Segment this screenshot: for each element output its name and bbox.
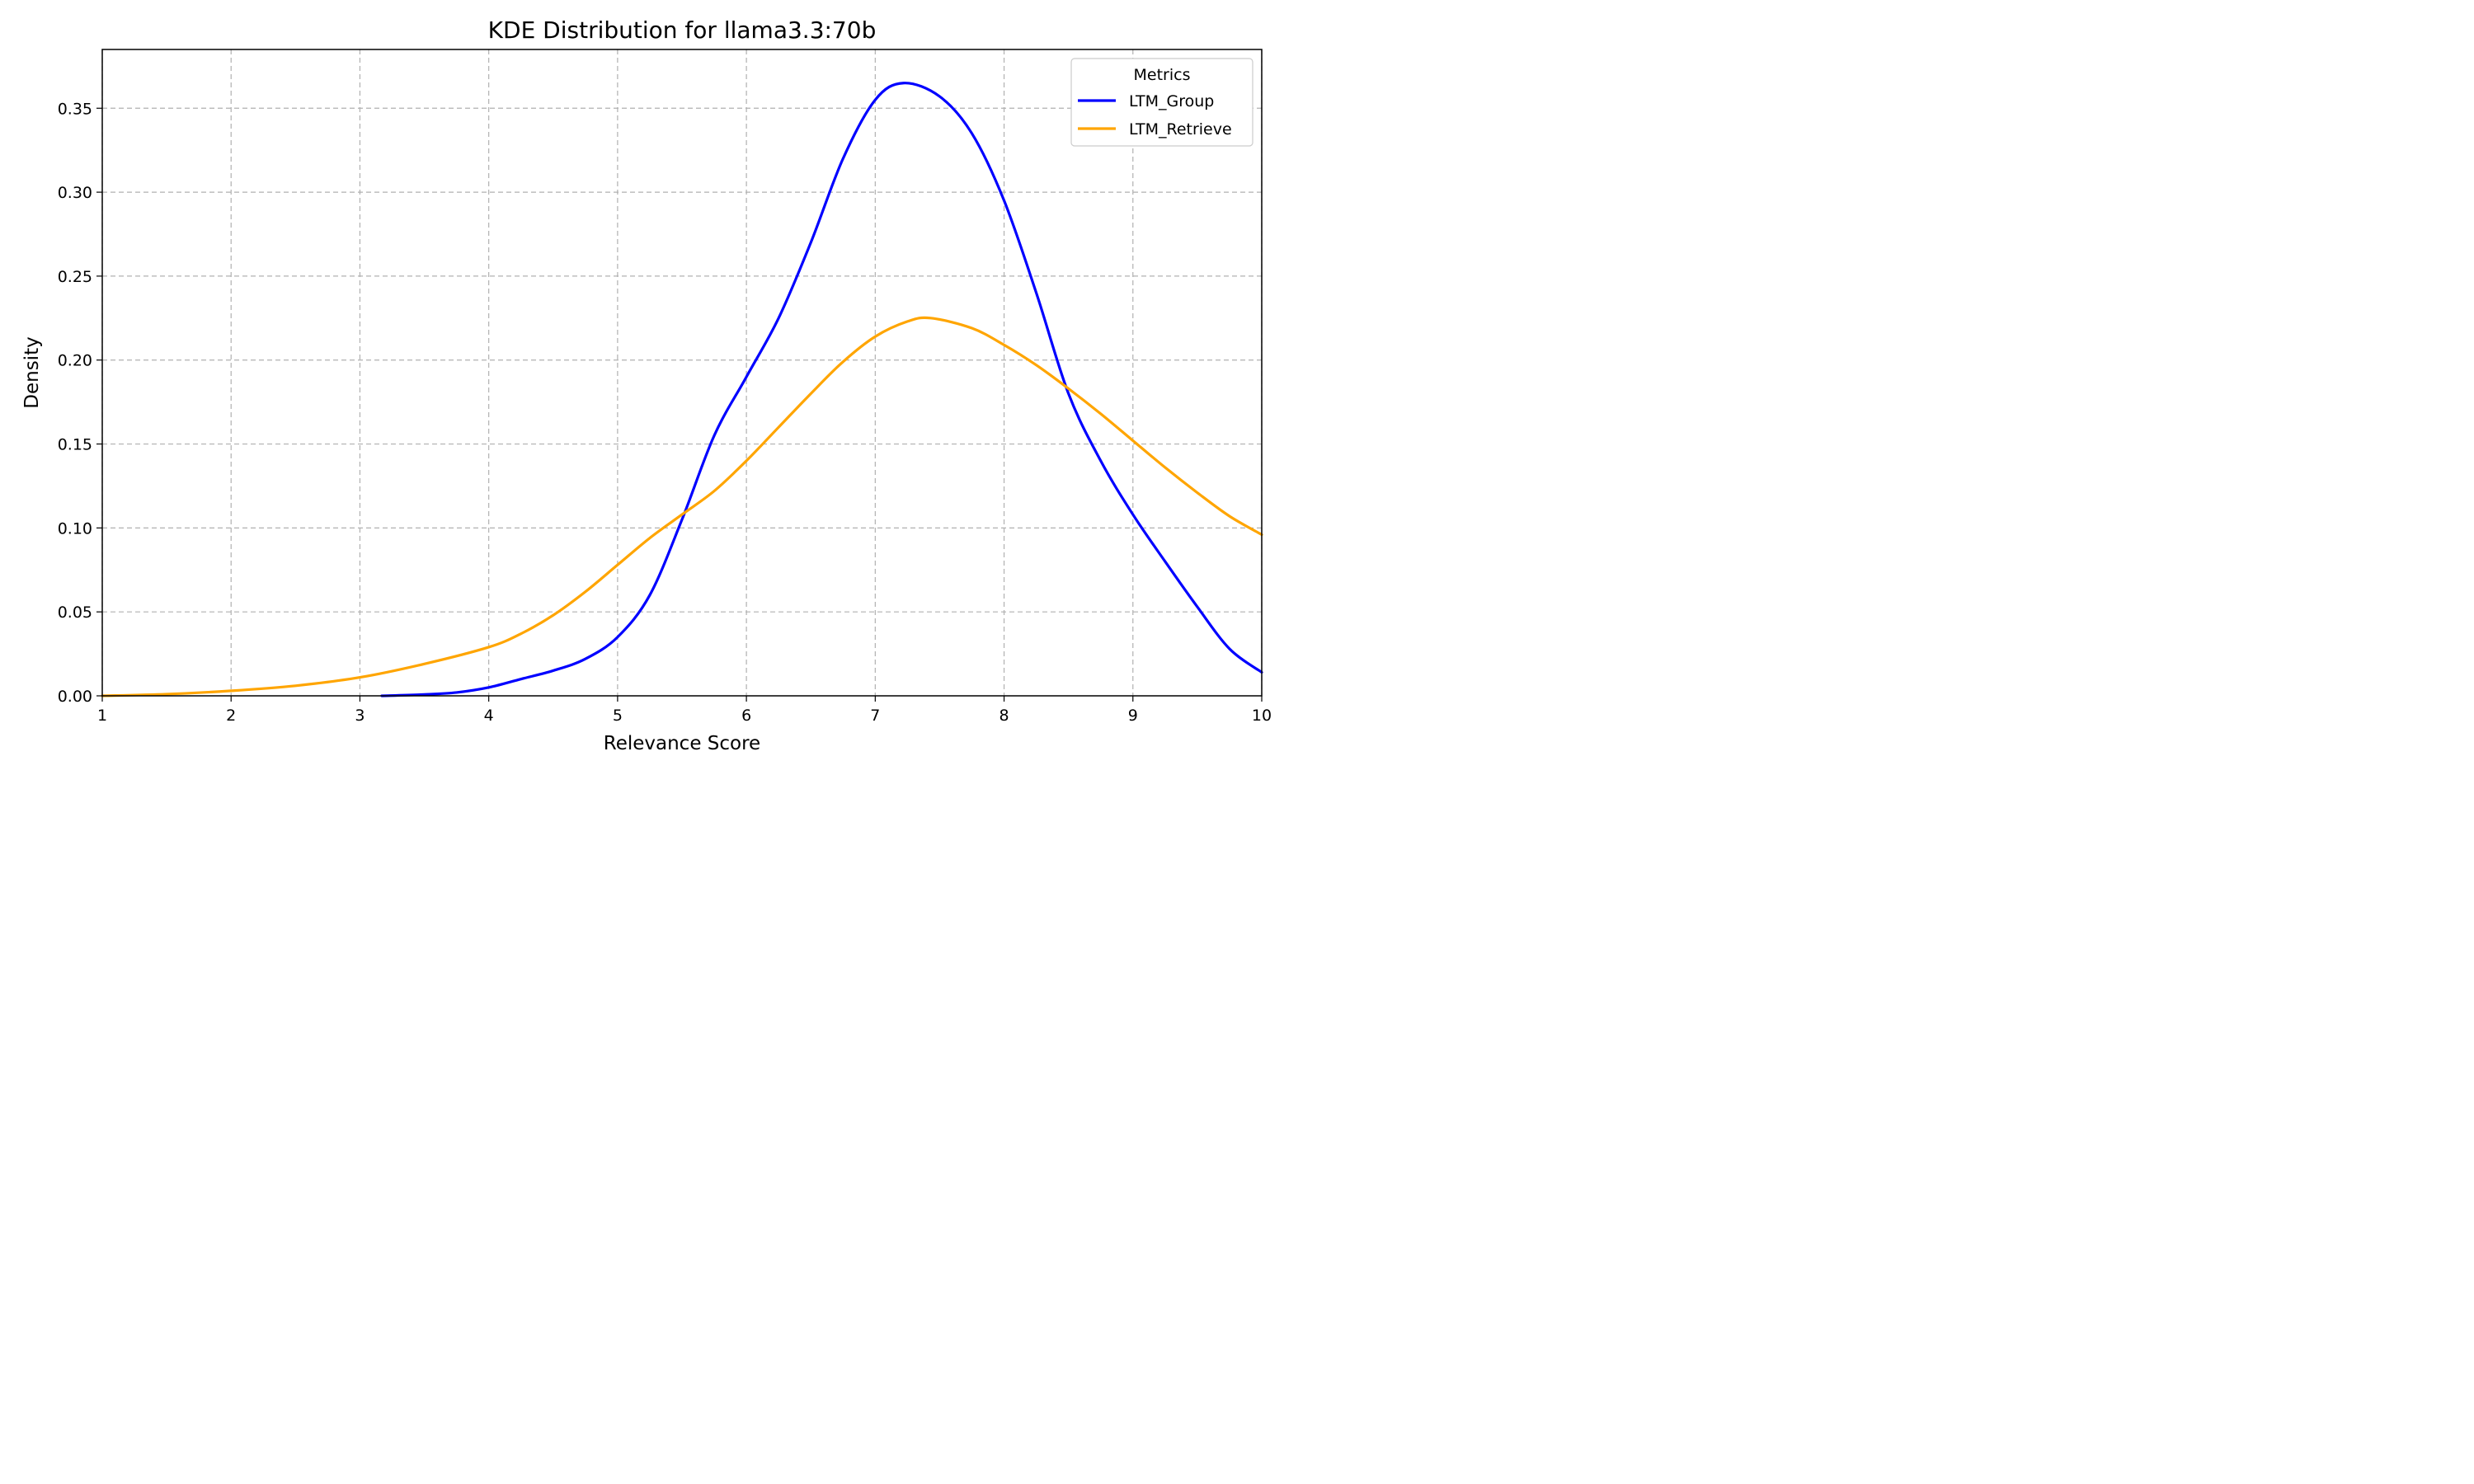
x-tick-label: 2	[226, 707, 236, 725]
y-tick-label: 0.30	[58, 184, 92, 202]
grid	[101, 49, 1263, 696]
chart-title: KDE Distribution for llama3.3:70b	[488, 16, 877, 44]
series-line-ltm-retrieve	[101, 316, 1263, 697]
y-tick-label: 0.00	[58, 688, 92, 706]
y-axis-title: Density	[21, 336, 43, 408]
kde-line-chart: 1 2 3 4 5 6 7 8 9 10 0.00 0.05 0.10 0.15 0.20 0.25 0.30 0…	[21, 16, 1272, 754]
x-tick-label: 5	[613, 707, 623, 725]
legend-title: Metrics	[1134, 66, 1191, 84]
y-tick-label: 0.35	[58, 100, 92, 118]
legend-entries: LTM_Group LTM_Retrieve	[1078, 92, 1232, 139]
plot-frame	[101, 49, 1263, 697]
series-lines	[101, 82, 1263, 697]
x-tick-label: 4	[484, 707, 494, 725]
series-line-ltm-group	[380, 82, 1263, 697]
x-axis-title: Relevance Score	[604, 733, 760, 754]
legend-box	[1070, 58, 1253, 147]
x-tick-label: 3	[355, 707, 365, 725]
y-tick-label: 0.25	[58, 268, 92, 286]
legend-label-ltm-group: LTM_Group	[1129, 92, 1214, 110]
y-tick-label: 0.10	[58, 519, 92, 538]
x-tick-label: 10	[1252, 707, 1272, 725]
x-tick-label: 6	[741, 707, 751, 725]
legend: Metrics LTM_Group LTM_Retrieve	[1070, 58, 1253, 147]
legend-label-ltm-retrieve: LTM_Retrieve	[1129, 120, 1232, 139]
x-tick-label: 8	[999, 707, 1009, 725]
chart-container: 1 2 3 4 5 6 7 8 9 10 0.00 0.05 0.10 0.15 0.20 0.25 0.30 0…	[0, 0, 1293, 775]
y-tick-label: 0.20	[58, 352, 92, 370]
x-tick-label: 9	[1128, 707, 1138, 725]
y-tick-label: 0.05	[58, 603, 92, 622]
x-tick-label: 7	[870, 707, 880, 725]
x-tick-label: 1	[97, 707, 107, 725]
y-tick-label: 0.15	[58, 436, 92, 454]
axis-ticks: 1 2 3 4 5 6 7 8 9 10 0.00 0.05 0.10 0.15 0.20 0.25 0.30 0…	[58, 100, 1272, 725]
